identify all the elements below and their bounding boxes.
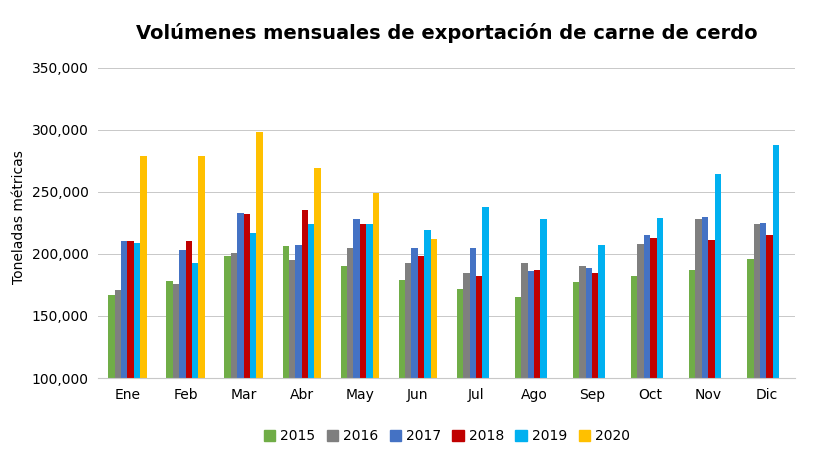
Bar (598, 245, 604, 461)
Bar (340, 266, 346, 461)
Bar (185, 242, 192, 461)
Bar (746, 259, 753, 461)
Bar (482, 207, 488, 461)
Y-axis label: Toneladas métricas: Toneladas métricas (12, 150, 26, 284)
Bar (366, 224, 372, 461)
Bar (423, 230, 430, 461)
Bar (540, 219, 546, 461)
Bar (463, 272, 469, 461)
Bar (585, 267, 591, 461)
Bar (346, 248, 353, 461)
Title: Volúmenes mensuales de exportación de carne de cerdo: Volúmenes mensuales de exportación de ca… (136, 23, 757, 43)
Bar (231, 253, 237, 461)
Bar (766, 235, 771, 461)
Bar (179, 250, 185, 461)
Bar (753, 224, 759, 461)
Legend: 2015, 2016, 2017, 2018, 2019, 2020: 2015, 2016, 2017, 2018, 2019, 2020 (258, 424, 635, 449)
Bar (591, 272, 598, 461)
Bar (121, 242, 127, 461)
Bar (256, 132, 262, 461)
Bar (295, 245, 301, 461)
Bar (173, 284, 179, 461)
Bar (288, 260, 295, 461)
Bar (398, 280, 405, 461)
Bar (514, 297, 521, 461)
Bar (656, 218, 662, 461)
Bar (166, 281, 173, 461)
Bar (430, 239, 437, 461)
Bar (649, 238, 656, 461)
Bar (198, 156, 205, 461)
Bar (243, 214, 250, 461)
Bar (108, 295, 115, 461)
Bar (314, 168, 320, 461)
Bar (572, 283, 578, 461)
Bar (688, 270, 695, 461)
Bar (140, 156, 147, 461)
Bar (708, 240, 714, 461)
Bar (411, 248, 418, 461)
Bar (308, 224, 314, 461)
Bar (695, 219, 701, 461)
Bar (469, 248, 475, 461)
Bar (127, 242, 133, 461)
Bar (192, 263, 198, 461)
Bar (418, 256, 423, 461)
Bar (631, 276, 636, 461)
Bar (353, 219, 360, 461)
Bar (250, 233, 256, 461)
Bar (237, 213, 243, 461)
Bar (224, 256, 231, 461)
Bar (456, 289, 463, 461)
Bar (533, 270, 540, 461)
Bar (578, 266, 585, 461)
Bar (133, 243, 140, 461)
Bar (372, 193, 378, 461)
Bar (759, 223, 766, 461)
Bar (475, 276, 482, 461)
Bar (283, 247, 288, 461)
Bar (643, 235, 649, 461)
Bar (771, 145, 778, 461)
Bar (636, 244, 643, 461)
Bar (521, 263, 527, 461)
Bar (360, 224, 366, 461)
Bar (405, 263, 411, 461)
Bar (701, 217, 708, 461)
Bar (527, 271, 533, 461)
Bar (714, 174, 720, 461)
Bar (115, 290, 121, 461)
Bar (301, 211, 308, 461)
